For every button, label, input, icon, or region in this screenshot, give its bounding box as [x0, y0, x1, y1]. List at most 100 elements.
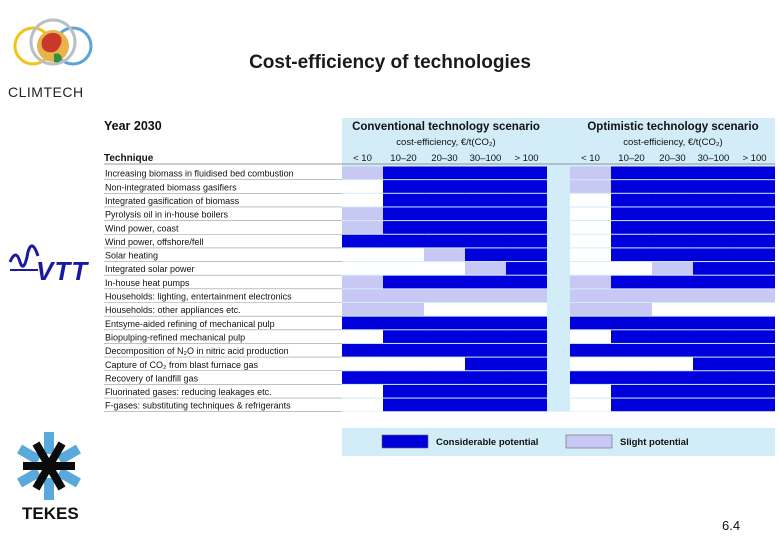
cell-optimistic-r0-c2 [652, 166, 694, 180]
technique-label-6: Solar heating [105, 251, 158, 261]
cell-optimistic-r1-c0 [570, 180, 612, 193]
cell-conventional-r3-c0 [342, 207, 384, 221]
cell-optimistic-r7-c3 [693, 262, 735, 275]
cell-conventional-r4-c4 [506, 221, 547, 234]
cell-optimistic-r10-c2 [652, 303, 694, 316]
cost-category-optimistic-0: < 10 [581, 153, 600, 164]
cell-optimistic-r11-c2 [652, 316, 694, 330]
cell-conventional-r17-c0 [342, 398, 384, 412]
cell-conventional-r15-c4 [506, 371, 547, 384]
cell-conventional-r17-c2 [424, 398, 466, 412]
cell-conventional-r11-c2 [424, 316, 466, 330]
climtech-logo-text: CLIMTECH [8, 84, 84, 100]
cell-conventional-r10-c0 [342, 303, 384, 316]
cell-conventional-r11-c0 [342, 316, 384, 330]
cell-conventional-r15-c0 [342, 371, 384, 384]
legend-label-1: Slight potential [620, 437, 689, 448]
cell-optimistic-r0-c4 [734, 166, 775, 180]
page-number: 6.4 [722, 518, 741, 533]
technique-label-17: F-gases: substituting techniques & refri… [105, 401, 291, 411]
legend-label-0: Considerable potential [436, 437, 538, 448]
scenario-title-optimistic: Optimistic technology scenario [587, 121, 758, 133]
cell-conventional-r12-c4 [506, 330, 547, 343]
cell-optimistic-r8-c4 [734, 275, 775, 289]
cell-conventional-r4-c0 [342, 221, 384, 234]
cell-conventional-r13-c4 [506, 343, 547, 357]
cell-conventional-r2-c4 [506, 193, 547, 207]
cell-conventional-r7-c4 [506, 262, 547, 275]
cell-optimistic-r13-c4 [734, 343, 775, 357]
cell-conventional-r2-c2 [424, 193, 466, 207]
cell-optimistic-r2-c3 [693, 193, 735, 207]
cell-optimistic-r11-c0 [570, 316, 612, 330]
cell-conventional-r7-c0 [342, 262, 384, 275]
cell-conventional-r17-c4 [506, 398, 547, 412]
technique-label-10: Households: other appliances etc. [105, 305, 241, 315]
cell-conventional-r8-c3 [465, 275, 507, 289]
technique-label-0: Increasing biomass in fluidised bed comb… [105, 169, 294, 179]
cell-optimistic-r8-c1 [611, 275, 653, 289]
cell-optimistic-r3-c3 [693, 207, 735, 221]
cell-optimistic-r12-c4 [734, 330, 775, 343]
cell-optimistic-r4-c4 [734, 221, 775, 234]
technique-label-11: Entsyme-aided refining of mechanical pul… [105, 319, 275, 329]
cost-category-optimistic-4: > 100 [742, 153, 766, 164]
cell-optimistic-r17-c2 [652, 398, 694, 412]
technique-label-8: In-house heat pumps [105, 278, 190, 288]
cell-conventional-r3-c1 [383, 207, 425, 221]
cell-optimistic-r9-c3 [693, 289, 735, 302]
technique-label-4: Wind power, coast [105, 223, 179, 233]
cell-conventional-r11-c4 [506, 316, 547, 330]
vtt-logo-icon [8, 244, 40, 271]
cell-optimistic-r11-c3 [693, 316, 735, 330]
cell-conventional-r3-c4 [506, 207, 547, 221]
snowflake-logo-icon [17, 432, 81, 500]
cell-optimistic-r7-c2 [652, 262, 694, 275]
cell-optimistic-r13-c3 [693, 343, 735, 357]
cell-optimistic-r2-c1 [611, 193, 653, 207]
cell-optimistic-r17-c1 [611, 398, 653, 412]
cell-conventional-r8-c1 [383, 275, 425, 289]
cell-conventional-r1-c3 [465, 180, 507, 193]
technique-label-5: Wind power, offshore/fell [105, 237, 203, 247]
cell-optimistic-r1-c3 [693, 180, 735, 193]
cell-conventional-r0-c0 [342, 166, 384, 180]
cell-optimistic-r13-c1 [611, 343, 653, 357]
cell-conventional-r0-c4 [506, 166, 547, 180]
cell-conventional-r8-c2 [424, 275, 466, 289]
cell-conventional-r3-c2 [424, 207, 466, 221]
cell-conventional-r17-c1 [383, 398, 425, 412]
cell-conventional-r8-c0 [342, 275, 384, 289]
cell-optimistic-r14-c2 [652, 357, 694, 371]
cell-conventional-r2-c0 [342, 193, 384, 207]
cell-conventional-r0-c1 [383, 166, 425, 180]
cell-conventional-r9-c2 [424, 289, 466, 302]
cell-conventional-r5-c2 [424, 234, 466, 248]
cell-conventional-r4-c1 [383, 221, 425, 234]
cell-conventional-r16-c1 [383, 384, 425, 398]
technique-label-15: Recovery of landfill gas [105, 373, 199, 383]
cell-conventional-r6-c0 [342, 248, 384, 262]
cell-conventional-r15-c2 [424, 371, 466, 384]
cell-conventional-r4-c2 [424, 221, 466, 234]
cell-optimistic-r1-c2 [652, 180, 694, 193]
cell-optimistic-r0-c1 [611, 166, 653, 180]
cell-conventional-r9-c0 [342, 289, 384, 302]
cell-optimistic-r15-c4 [734, 371, 775, 384]
cell-optimistic-r13-c0 [570, 343, 612, 357]
globe-logo-icon [13, 18, 93, 66]
legend-swatch-0 [381, 434, 429, 449]
cell-optimistic-r16-c4 [734, 384, 775, 398]
cell-optimistic-r7-c0 [570, 262, 612, 275]
cell-optimistic-r16-c0 [570, 384, 612, 398]
cell-conventional-r14-c1 [383, 357, 425, 371]
cell-optimistic-r2-c2 [652, 193, 694, 207]
cell-conventional-r17-c3 [465, 398, 507, 412]
cost-category-optimistic-2: 20–30 [659, 153, 685, 164]
technique-label-16: Fluorinated gases: reducing leakages etc… [105, 387, 272, 397]
cell-optimistic-r0-c3 [693, 166, 735, 180]
cell-optimistic-r5-c0 [570, 234, 612, 248]
scenario-subtitle-optimistic: cost-efficiency, €/t(CO₂) [623, 137, 722, 148]
cell-conventional-r1-c1 [383, 180, 425, 193]
cell-conventional-r3-c3 [465, 207, 507, 221]
